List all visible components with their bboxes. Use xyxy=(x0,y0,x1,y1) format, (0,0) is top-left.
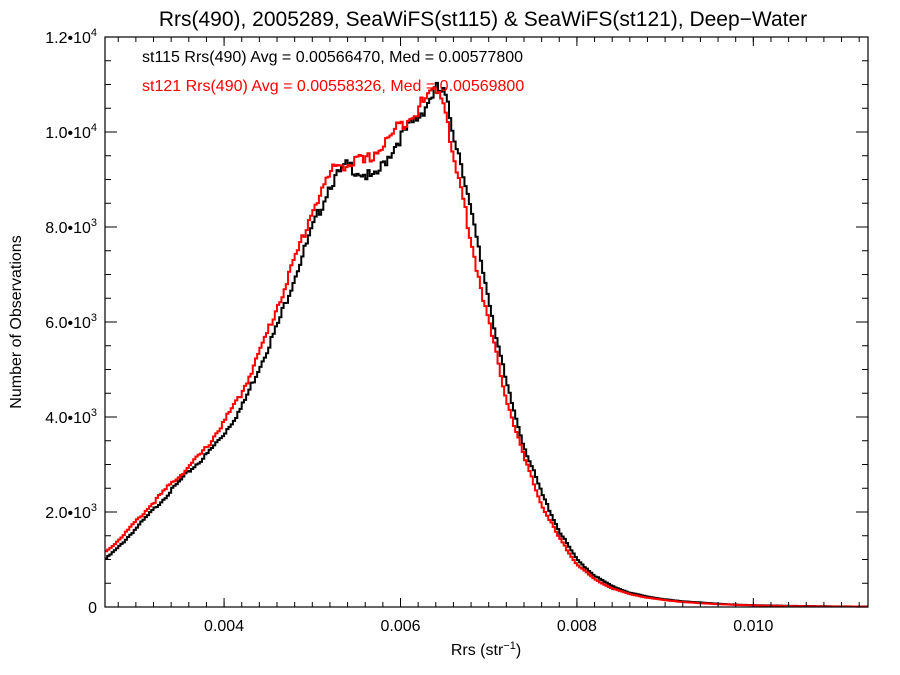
y-tick-label: 4.0•103 xyxy=(45,407,97,427)
series-line-st115 xyxy=(105,81,868,608)
x-axis-label-text: Rrs (str xyxy=(451,642,504,659)
y-tick-label: 1.0•104 xyxy=(45,122,97,142)
chart-title: Rrs(490), 2005289, SeaWiFS(st115) & SeaW… xyxy=(159,8,807,31)
x-tick-label: 0.006 xyxy=(380,618,420,635)
x-axis-label-suffix: ) xyxy=(516,642,521,659)
y-tick-label: 6.0•103 xyxy=(45,312,97,332)
series-layer xyxy=(105,81,868,608)
x-tick-label: 0.010 xyxy=(733,618,773,635)
x-axis-label: Rrs (str−1) xyxy=(451,640,521,659)
x-axis-label-exponent: −1 xyxy=(503,640,516,652)
y-tick-label: 1.2•104 xyxy=(45,27,97,47)
y-tick-label: 8.0•103 xyxy=(45,217,97,237)
y-axis-label: Number of Observations xyxy=(8,235,25,408)
plot-frame xyxy=(104,36,869,608)
y-tick-label: 0 xyxy=(88,600,97,617)
x-tick-label: 0.004 xyxy=(204,618,244,635)
x-tick-label: 0.008 xyxy=(557,618,597,635)
x-axis: 0.004 0.006 0.008 0.010 xyxy=(117,37,860,635)
legend-st115: st115 Rrs(490) Avg = 0.00566470, Med = 0… xyxy=(142,49,523,66)
legend-st121: st121 Rrs(490) Avg = 0.00558326, Med = 0… xyxy=(142,78,524,95)
y-axis: 0 2.0•103 4.0•103 6.0•103 8.0•103 1.0•104 1.2•… xyxy=(45,27,868,617)
series-line-st121 xyxy=(105,86,868,608)
y-tick-label: 2.0•103 xyxy=(45,502,97,522)
